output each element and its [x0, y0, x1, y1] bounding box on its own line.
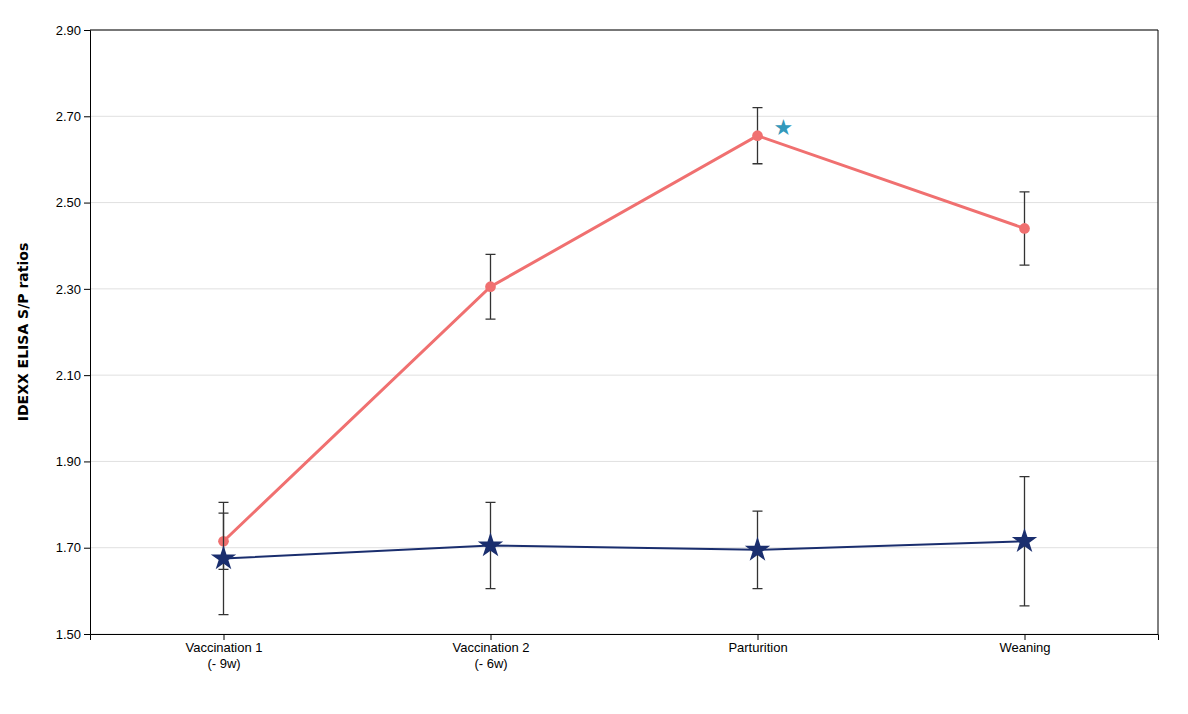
annotation: ★: [774, 115, 794, 140]
x-tick-mark: [224, 634, 225, 640]
grid-line: [90, 288, 1158, 289]
y-tick: 2.50: [56, 195, 90, 210]
y-tick-label: 2.50: [56, 195, 81, 210]
x-tick-label: Vaccination 1(- 9w): [185, 640, 262, 671]
point: [1012, 528, 1037, 552]
y-tick-mark: [84, 116, 90, 117]
y-tick: 2.10: [56, 368, 90, 383]
grid-line: [90, 375, 1158, 376]
frame-top: [90, 30, 1158, 31]
point: [1019, 223, 1030, 234]
point: [745, 537, 770, 561]
x-tick: Vaccination 2(- 6w): [452, 634, 529, 671]
x-axis: Vaccination 1(- 9w) Vaccination 2(- 6w) Pa…: [91, 634, 1159, 671]
y-tick-label: 2.70: [56, 109, 81, 124]
y-tick-label: 1.90: [56, 454, 81, 469]
y-tick: 2.70: [56, 109, 90, 124]
y-tick-label: 2.90: [56, 23, 81, 38]
frame-right: [1158, 30, 1159, 634]
point: [752, 130, 763, 141]
y-tick: 2.90: [56, 23, 90, 38]
point: [211, 545, 236, 569]
grid-line: [90, 202, 1158, 203]
plot: 1.50 1.70 1.90 2.10 2.30 2.50 2.70 2.90 Vaccinat…: [56, 23, 1159, 671]
line: [224, 136, 1025, 542]
x-tick-mark: [758, 634, 759, 640]
x-tick-label: Weaning: [999, 640, 1050, 655]
x-tick-label-line: (- 9w): [207, 656, 240, 671]
y-tick: 1.90: [56, 454, 90, 469]
x-tick-label: Parturition: [728, 640, 787, 655]
y-tick-label: 1.50: [56, 627, 81, 642]
x-tick-mark: [1025, 634, 1026, 640]
y-tick-label: 1.70: [56, 540, 81, 555]
x-tick-label-line: Vaccination 1: [185, 640, 262, 655]
x-tick-label-line: (- 6w): [474, 656, 507, 671]
x-tick: Vaccination 1(- 9w): [185, 634, 262, 671]
point: [485, 281, 496, 292]
x-tick-label-line: Weaning: [999, 640, 1050, 655]
y-tick-mark: [84, 203, 90, 204]
chart: 1.50 1.70 1.90 2.10 2.30 2.50 2.70 2.90 Vaccinat…: [0, 0, 1188, 714]
error-bar: [1020, 192, 1030, 265]
error-bar: [753, 108, 763, 164]
y-axis: 1.50 1.70 1.90 2.10 2.30 2.50 2.70 2.90: [56, 23, 91, 642]
x-tick: Weaning: [999, 634, 1050, 655]
y-tick-mark: [84, 375, 90, 376]
y-tick-label: 2.10: [56, 368, 81, 383]
grid-line: [90, 30, 1158, 31]
point: [478, 532, 503, 556]
x-tick-mark: [491, 634, 492, 640]
y-tick-mark: [84, 30, 90, 31]
y-axis-line: [84, 31, 91, 635]
x-axis-line: [91, 635, 1159, 641]
series: [211, 477, 1037, 615]
series: [218, 108, 1030, 570]
data-area: [211, 108, 1037, 615]
y-tick-mark: [84, 634, 90, 635]
y-tick: 2.30: [56, 282, 90, 297]
x-tick-label: Vaccination 2(- 6w): [452, 640, 529, 671]
y-tick-label: 2.30: [56, 282, 81, 297]
y-tick-mark: [84, 289, 90, 290]
grid: [90, 30, 1158, 634]
grid-line: [90, 461, 1158, 462]
grid-line: [90, 116, 1158, 117]
x-tick: Parturition: [728, 634, 787, 655]
y-tick-mark: [84, 548, 90, 549]
y-tick: 1.50: [56, 627, 90, 642]
x-tick-label-line: Parturition: [728, 640, 787, 655]
x-tick-label-line: Vaccination 2: [452, 640, 529, 655]
line: [224, 541, 1025, 558]
y-axis-title: IDEXX ELISA S/P ratios: [15, 243, 31, 421]
y-tick-mark: [84, 461, 90, 462]
y-tick: 1.70: [56, 540, 90, 555]
error-bar: [486, 254, 496, 319]
